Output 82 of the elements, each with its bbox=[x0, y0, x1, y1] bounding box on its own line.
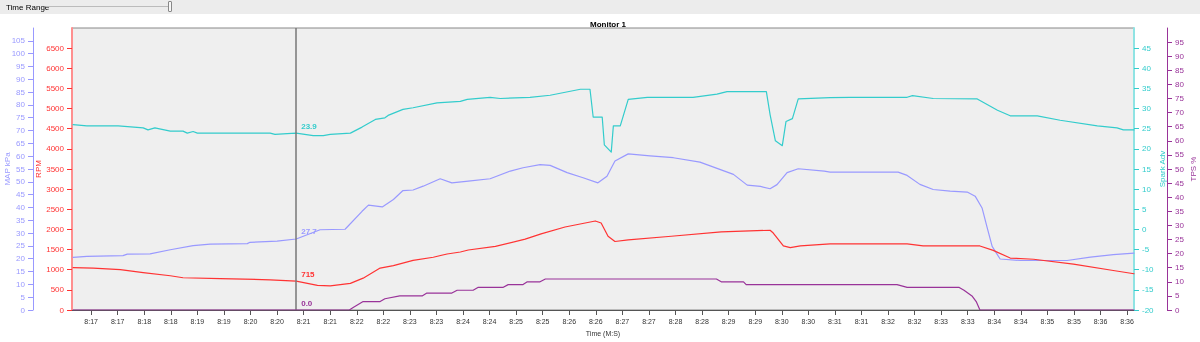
y3-tick-label: 105 bbox=[11, 36, 26, 46]
line-series bbox=[72, 278, 1135, 311]
y-tick-label: 6000 bbox=[46, 63, 65, 73]
y2-axis-title: Spark Adv bbox=[1157, 150, 1167, 188]
y3-tick-label: 60 bbox=[16, 151, 26, 161]
y2-tick-label: 45 bbox=[1142, 43, 1152, 53]
line-series bbox=[72, 153, 1135, 262]
y3-tick-label: 5 bbox=[20, 292, 26, 302]
y2-tick-label: -15 bbox=[1142, 285, 1155, 295]
y-tick-label: 4000 bbox=[46, 144, 65, 154]
y3-tick-label: 45 bbox=[16, 190, 26, 200]
y3-tick-label: 40 bbox=[16, 202, 26, 212]
y-tick-label: 6500 bbox=[46, 43, 65, 53]
y-tick-label: 70 bbox=[1175, 108, 1185, 118]
y-tick-label: 3500 bbox=[46, 164, 65, 174]
y-tick-label: 40 bbox=[1175, 192, 1185, 202]
y3-tick-label: 75 bbox=[16, 113, 26, 123]
y3-tick-label: 65 bbox=[16, 138, 26, 148]
y-tick-label: 0 bbox=[1175, 305, 1180, 315]
y-tick-label: 0 bbox=[59, 305, 65, 315]
y-axis-title: RPM bbox=[33, 159, 43, 178]
y2-tick-label: 40 bbox=[1142, 63, 1152, 73]
y-tick-label: 65 bbox=[1175, 122, 1185, 132]
y-tick-label: 95 bbox=[1175, 37, 1185, 47]
data-label: 715 bbox=[301, 269, 316, 279]
y-tick-label: 1500 bbox=[46, 245, 65, 255]
y2-tick-label: 20 bbox=[1142, 144, 1152, 154]
y-tick-label: 5 bbox=[1175, 291, 1180, 301]
y2-tick-label: 25 bbox=[1142, 124, 1152, 134]
y-tick-label: 80 bbox=[1175, 79, 1185, 89]
y-tick-label: 4500 bbox=[46, 124, 65, 134]
text: Time Range bbox=[6, 2, 50, 12]
y-tick-label: 1000 bbox=[46, 265, 65, 275]
y-tick-label: 2500 bbox=[46, 204, 65, 214]
y3-tick-label: 50 bbox=[16, 177, 26, 187]
y2-tick-label: 10 bbox=[1142, 184, 1152, 194]
y-tick-label: 5500 bbox=[46, 83, 65, 93]
y3-tick-label: 25 bbox=[16, 241, 26, 251]
y-tick-label: 10 bbox=[1175, 277, 1185, 287]
y-tick-label: 45 bbox=[1175, 178, 1185, 188]
data-label: 27.7 bbox=[301, 227, 318, 237]
y-tick-label: 25 bbox=[1175, 235, 1185, 244]
y2-tick-label: 30 bbox=[1142, 104, 1152, 114]
y3-tick-label: 90 bbox=[16, 74, 26, 84]
y-tick-label: 15 bbox=[1175, 263, 1185, 273]
y2-tick-label: -20 bbox=[1142, 305, 1155, 315]
y3-tick-label: 35 bbox=[16, 215, 26, 225]
y2-tick-label: 5 bbox=[1142, 204, 1147, 214]
y2-tick-label: 15 bbox=[1142, 164, 1152, 174]
y-tick-label: 2000 bbox=[46, 224, 65, 234]
y-tick-label: 3000 bbox=[46, 184, 65, 194]
y3-tick-label: 80 bbox=[16, 100, 26, 110]
y-tick-label: 30 bbox=[1175, 220, 1185, 230]
y-tick-label: 90 bbox=[1175, 51, 1185, 61]
y-tick-label: 50 bbox=[1175, 164, 1185, 174]
y-tick-label: 35 bbox=[1175, 206, 1185, 216]
data-label: 0.0 bbox=[301, 298, 313, 308]
y-tick-label: 5000 bbox=[46, 104, 65, 114]
y3-tick-label: 0 bbox=[20, 305, 26, 315]
y-tick-label: 500 bbox=[50, 285, 65, 295]
y-tick-label: 75 bbox=[1175, 94, 1185, 103]
data-label: 23.9 bbox=[301, 121, 318, 131]
y2-tick-label: -5 bbox=[1142, 245, 1150, 255]
y3-tick-label: 95 bbox=[16, 61, 26, 71]
y-tick-label: 20 bbox=[1175, 249, 1185, 259]
y3-tick-label: 85 bbox=[16, 87, 26, 97]
y3-tick-label: 100 bbox=[11, 49, 26, 59]
y-tick-label: 60 bbox=[1175, 136, 1185, 146]
y3-tick-label: 20 bbox=[16, 254, 26, 264]
y3-tick-label: 15 bbox=[16, 267, 26, 277]
y3-tick-label: 10 bbox=[16, 279, 26, 289]
y-axis-title: TPS % bbox=[1188, 156, 1198, 182]
y2-tick-label: 35 bbox=[1142, 83, 1152, 93]
y2-tick-label: -10 bbox=[1142, 265, 1155, 275]
y3-tick-label: 55 bbox=[16, 164, 26, 174]
y3-tick-label: 70 bbox=[16, 126, 26, 136]
y-tick-label: 55 bbox=[1175, 150, 1185, 160]
y3-axis-title: MAP kPa bbox=[2, 151, 12, 186]
chart-title: Monitor 1 bbox=[590, 19, 627, 29]
y2-tick-label: 0 bbox=[1142, 224, 1147, 234]
y3-tick-label: 30 bbox=[16, 228, 26, 238]
y-tick-label: 85 bbox=[1175, 65, 1185, 75]
